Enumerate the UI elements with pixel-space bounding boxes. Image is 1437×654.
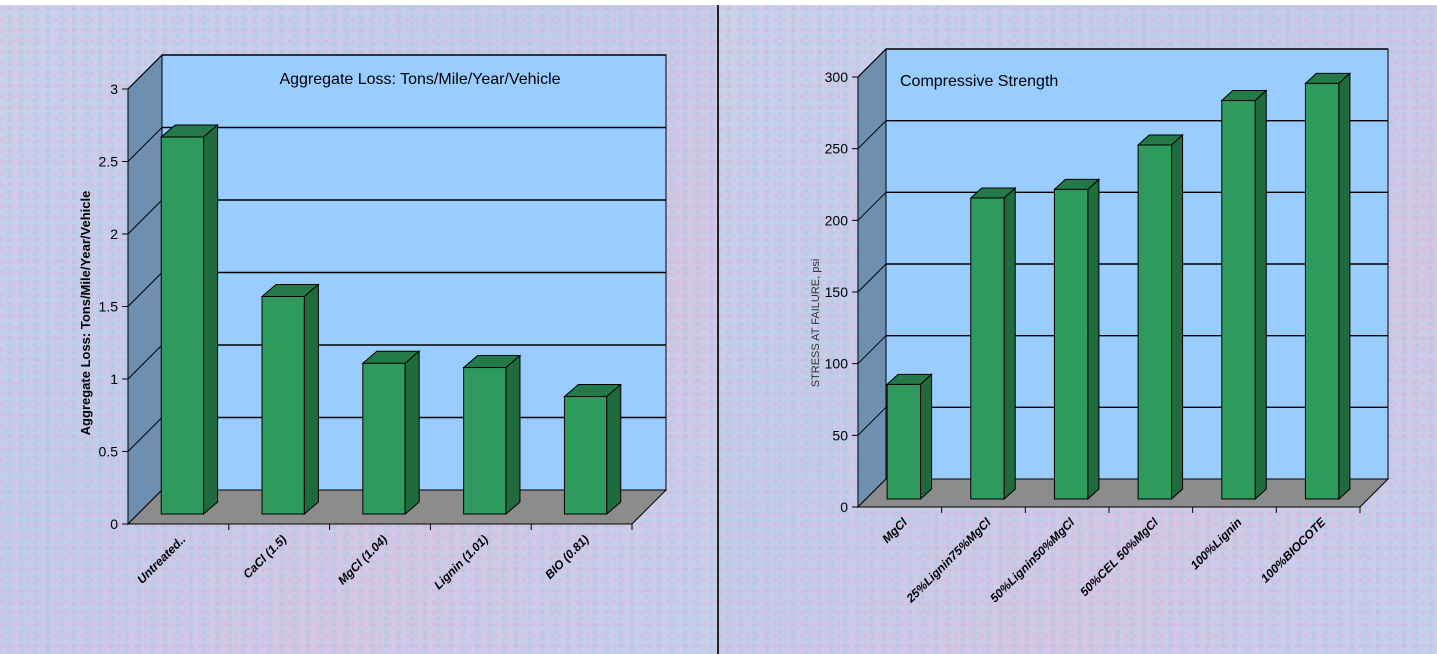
bar-side [1171,133,1184,501]
top-border [0,0,1437,5]
bar-side [505,354,521,516]
y-axis-label: STRESS AT FAILURE, psi [810,259,822,388]
y-tick-label: 0.5 [99,444,119,460]
bar-front [1137,144,1173,500]
bar-3 [361,350,421,516]
y-tick-label: 300 [825,69,849,85]
compressive-strength-panel: 0 50 100 150 200 250 300 MgCl 25%Lignin75%MgCl 50… [719,5,1437,654]
bar-side [203,123,219,516]
y-tick-label: 200 [825,212,849,228]
bar-5 [1220,89,1268,501]
x-tick-label: Lignin (1.01) [431,532,491,592]
bar-5 [563,383,623,516]
gridline-side [857,120,887,150]
gridline-side [857,263,887,293]
bar-front [1221,100,1256,500]
bar-front [970,197,1005,500]
y-tick-label: 50 [832,427,848,443]
y-tick-label: 250 [825,141,849,157]
bar-front [1053,188,1089,500]
bar-front [886,383,922,500]
y-tick-label: 100 [825,356,849,372]
bar-side [1254,89,1267,501]
chart-title: Compressive Strength [900,73,1058,90]
bar-side [920,373,933,501]
x-tick-label: 50%Lignin50%MgCl [987,515,1078,606]
aggregate-loss-panel: 0 0.5 1 1.5 2 2.5 3 Untreated.. CaCl (1.5) MgCl (… [0,5,719,654]
chart-title: Aggregate Loss: Tons/Mile/Year/Vehicle [279,71,560,88]
bar-2 [260,283,320,516]
y-tick-label: 3 [110,81,118,97]
x-tick-label: Untreated.. [134,532,188,586]
bar-front [160,136,205,515]
gridline-side [857,191,887,221]
y-tick-label: 2.5 [99,154,119,170]
bar-1 [885,373,933,501]
gridline-side [127,272,163,307]
y-tick-label: 0 [110,516,118,532]
gridline-side [127,127,163,162]
bar-side [1338,72,1351,501]
x-tick-label: 100%Lignin [1188,515,1245,572]
x-tick-label: 50%CEL 50%MgCl [1077,515,1161,599]
x-tick-label: MgCl (1.04) [335,532,390,587]
x-tick-label: 25%Lignin75%MgCl [903,515,994,606]
y-tick-label: 2 [110,226,118,242]
y-axis-label: Aggregate Loss: Tons/Mile/Year/Vehicle [78,191,93,436]
bar-side [1087,178,1100,501]
bar-3 [1053,178,1101,501]
bar-4 [462,354,522,516]
gridline-side [127,417,163,452]
x-tick-label: CaCl (1.5) [240,532,289,581]
bar-1 [159,123,219,516]
bar-front [261,296,305,515]
bar-side [404,350,420,516]
bar-front [1304,82,1340,500]
bar-4 [1136,133,1184,501]
gridline-side [127,54,163,90]
bar-side [303,283,319,516]
gridline-side [127,344,163,380]
gridline-side [857,406,887,436]
gridline-side [127,199,163,235]
bar-6 [1304,72,1352,501]
y-tick-label: 0 [840,499,848,515]
bar-side [606,383,622,516]
bar-side [1003,186,1016,501]
bar-front [563,396,608,515]
x-tick-label: BIO (0.81) [542,532,592,582]
bar-front [463,367,507,515]
gridline-side [857,48,887,78]
bar-front [362,362,406,515]
aggregate-loss-chart: 0 0.5 1 1.5 2 2.5 3 Untreated.. CaCl (1.5) MgCl (… [78,53,668,592]
y-tick-label: 1.5 [99,299,119,315]
compressive-strength-chart: 050100150200250300MgCl25%Lignin75%MgCl50… [810,47,1390,606]
x-tick-label: MgCl [879,515,910,546]
y-tick-label: 1 [110,371,118,387]
gridline-side [857,335,887,365]
x-tick-label: 100%BIOCOTE [1258,515,1329,586]
y-tick-label: 150 [825,284,849,300]
bar-2 [969,186,1017,501]
